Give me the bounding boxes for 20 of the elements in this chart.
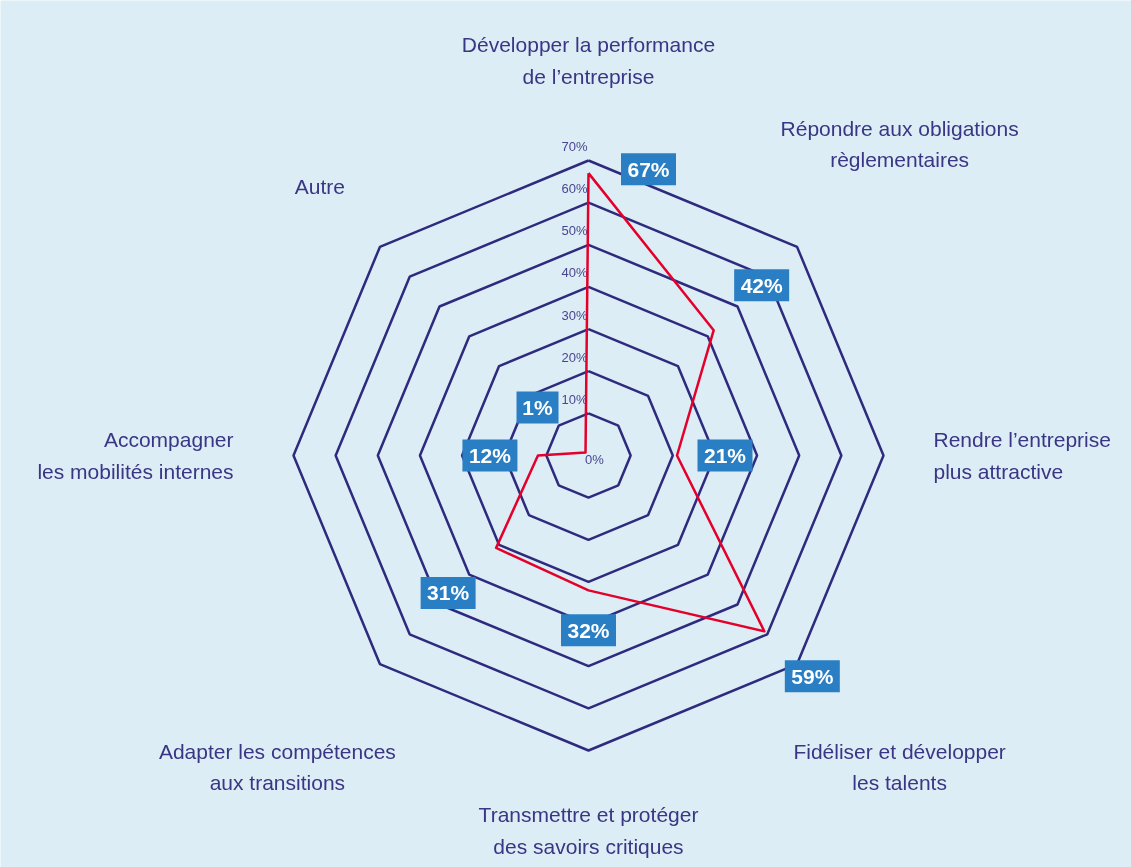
- spoke-label: Adapter les compétences aux transitions: [158, 739, 396, 794]
- y-tick-label: 70%: [561, 139, 588, 154]
- spoke-label: Fidéliser et développer les talents: [793, 739, 1006, 794]
- spoke-label: Transmettre et protéger des savoirs critiques: [478, 803, 699, 858]
- spoke-label: Autre: [294, 175, 345, 199]
- spoke-label: Rendre l’entreprise plus attractive: [933, 428, 1111, 483]
- spoke-label: Répondre aux obligations règlementaires: [780, 117, 1019, 172]
- y-tick-label: 0%: [585, 452, 605, 467]
- data-label: 59%: [791, 664, 834, 688]
- y-tick-label: 60%: [561, 181, 588, 197]
- data-label: 67%: [627, 157, 670, 181]
- data-label: 21%: [703, 444, 747, 467]
- data-label: 1%: [522, 396, 554, 420]
- spoke-label: Accompagner les mobilités internes: [37, 428, 234, 483]
- y-tick-label: 50%: [561, 223, 588, 239]
- data-label: 12%: [468, 444, 512, 467]
- data-label: 42%: [740, 273, 783, 297]
- data-label: 31%: [427, 581, 470, 605]
- spoke-label: Développer la performance de l’entreprise: [461, 33, 716, 88]
- data-label: 32%: [567, 618, 610, 642]
